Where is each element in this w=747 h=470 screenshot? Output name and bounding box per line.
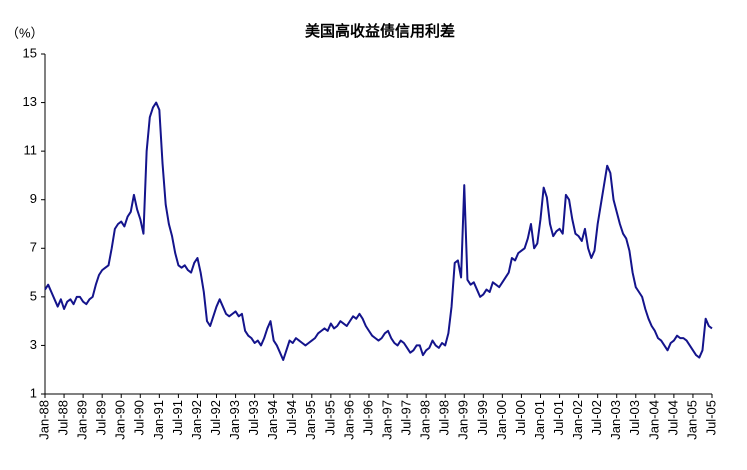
x-tick-label: Jan-97 — [379, 400, 394, 440]
x-tick-label: Jul-00 — [513, 400, 528, 435]
y-tick-label: 7 — [30, 240, 37, 255]
y-tick-label: 11 — [24, 143, 38, 158]
x-tick-label: Jan-92 — [189, 400, 204, 440]
y-tick-label: 9 — [30, 191, 37, 206]
y-tick-label: 3 — [30, 337, 37, 352]
x-tick-label: Jan-99 — [456, 400, 471, 440]
y-axis-label: （%） — [6, 25, 44, 40]
x-tick-label: Jul-04 — [665, 400, 680, 435]
chart-title: 美国高收益债信用利差 — [305, 22, 455, 40]
x-tick-label: Jul-97 — [399, 400, 414, 435]
x-tick-label: Jan-93 — [227, 400, 242, 440]
x-tick-label: Jan-89 — [75, 400, 90, 440]
x-tick-label: Jan-05 — [684, 400, 699, 440]
y-tick-label: 5 — [30, 288, 37, 303]
y-tick-label: 13 — [23, 94, 37, 109]
x-tick-label: Jan-98 — [418, 400, 433, 440]
data-line — [44, 101, 713, 361]
x-tick-label: Jul-92 — [208, 400, 223, 435]
x-tick-label: Jul-88 — [55, 400, 70, 435]
x-tick-label: Jul-90 — [132, 400, 147, 435]
x-tick-label: Jan-88 — [36, 400, 51, 440]
x-tick-label: Jul-96 — [360, 400, 375, 435]
x-tick-label: Jul-91 — [170, 400, 185, 435]
x-tick-label: Jan-00 — [494, 400, 509, 440]
x-tick-label: Jul-95 — [322, 400, 337, 435]
x-tick-label: Jan-02 — [570, 400, 585, 440]
x-tick-label: Jan-91 — [151, 400, 166, 440]
x-tick-label: Jul-93 — [246, 400, 261, 435]
x-tick-label: Jan-94 — [265, 400, 280, 440]
x-tick-label: Jul-94 — [284, 400, 299, 435]
x-tick-label: Jul-01 — [551, 400, 566, 435]
y-tick-label: 1 — [30, 385, 37, 400]
x-tick-label: Jan-03 — [608, 400, 623, 440]
x-tick-label: Jan-95 — [303, 400, 318, 440]
y-tick-label: 15 — [23, 45, 37, 60]
x-tick-label: Jul-98 — [437, 400, 452, 435]
x-tick-label: Jan-90 — [113, 400, 128, 440]
x-tick-label: Jan-04 — [646, 400, 661, 440]
x-tick-label: Jan-01 — [532, 400, 547, 440]
x-tick-label: Jul-02 — [589, 400, 604, 435]
x-tick-label: Jan-96 — [341, 400, 356, 440]
x-tick-label: Jul-89 — [94, 400, 109, 435]
x-tick-label: Jul-03 — [627, 400, 642, 435]
x-tick-label: Jul-99 — [475, 400, 490, 435]
x-tick-label: Jul-05 — [703, 400, 718, 435]
